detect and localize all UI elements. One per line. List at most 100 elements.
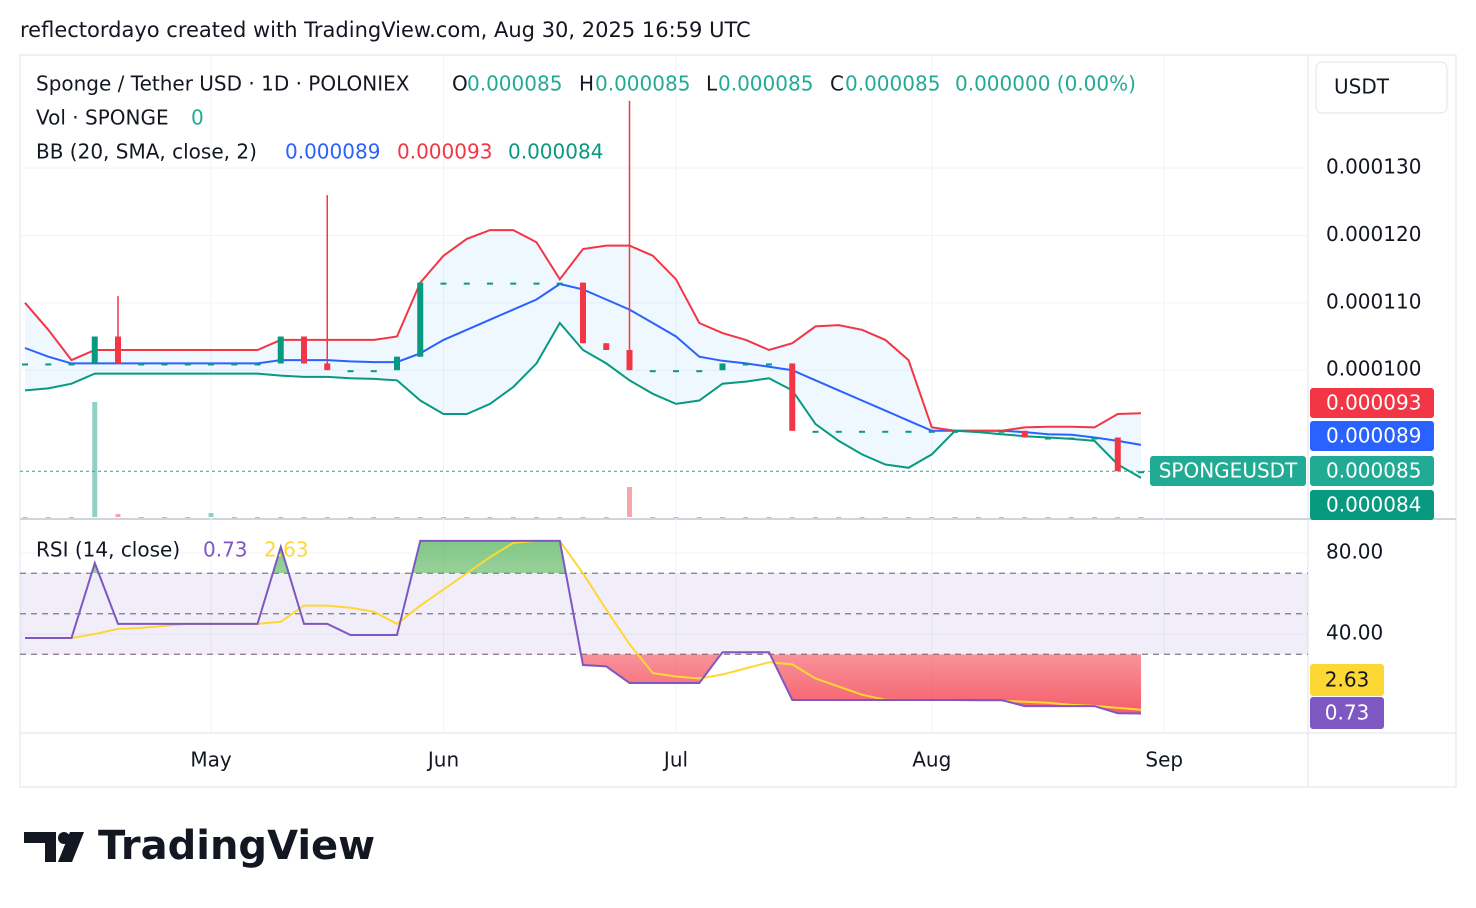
symbol-badge xyxy=(1150,456,1306,486)
candle-body xyxy=(347,370,354,373)
price-badge xyxy=(1310,388,1434,418)
volume-bar xyxy=(720,517,725,518)
rsi-badge-label: 0.73 xyxy=(1325,701,1370,725)
currency-box[interactable] xyxy=(1315,61,1448,114)
price-badge-label: 0.000084 xyxy=(1326,493,1421,517)
legend-bb-label: BB (20, SMA, close, 2) xyxy=(36,140,257,164)
volume-bar xyxy=(882,517,888,518)
candle-body xyxy=(1114,437,1121,472)
volume-bar xyxy=(487,517,493,518)
candle-body xyxy=(208,363,214,366)
candle-body xyxy=(161,363,168,366)
volume-bar xyxy=(371,517,377,518)
volume-bar xyxy=(162,517,167,518)
candle-body xyxy=(1091,437,1098,440)
x-tick-label: Aug xyxy=(912,748,951,772)
volume-bar xyxy=(1138,517,1144,518)
currency: USDT xyxy=(1334,75,1390,99)
legend-bb-lower: 0.000084 xyxy=(508,140,603,164)
legend-volume-label: Vol · SPONGE xyxy=(36,106,169,130)
candle-body xyxy=(301,336,307,364)
volume-bar xyxy=(603,517,609,518)
volume-bar xyxy=(975,517,981,518)
volume-bar xyxy=(906,517,911,518)
y-tick-label: 80.00 xyxy=(1326,540,1383,564)
volume-bar xyxy=(185,517,191,518)
volume-bar xyxy=(534,517,539,518)
volume-bar xyxy=(45,517,51,518)
candle-body xyxy=(673,370,679,373)
logo xyxy=(24,832,84,862)
y-tick-label: 0.000110 xyxy=(1326,289,1421,313)
volume-bar xyxy=(138,517,144,518)
rsi-line xyxy=(25,539,1142,715)
legend-close: 0.000085 xyxy=(845,72,940,96)
legend-high-label: H xyxy=(579,72,594,96)
candle-body xyxy=(1021,430,1028,438)
price-badge-label: 0.000089 xyxy=(1326,424,1421,448)
volume-bar xyxy=(278,517,284,518)
volume-bar xyxy=(1022,517,1028,518)
plot: May Jun Jul Aug Sep 0.000130 0.000120 0.000110 0… xyxy=(20,55,1434,772)
legend: Sponge / Tether USD · 1D · POLONIEX O 0.00… xyxy=(36,72,1136,562)
candle-body xyxy=(231,363,238,366)
candle-body xyxy=(277,336,284,364)
legend-rsi: 0.73 xyxy=(203,538,248,562)
candle-body xyxy=(603,343,610,350)
legend-symbol: Sponge / Tether USD · 1D · POLONIEX xyxy=(36,72,410,96)
x-tick-label: Jun xyxy=(426,748,459,772)
legend-close-label: C xyxy=(830,72,844,96)
candle-body xyxy=(1045,437,1051,440)
volume-bar xyxy=(417,517,423,518)
price-badge-label: 0.000085 xyxy=(1326,459,1421,483)
candle-body xyxy=(1138,471,1144,474)
volume-bar xyxy=(301,517,307,518)
candle-body xyxy=(370,370,377,373)
legend-low-label: L xyxy=(706,72,718,96)
candle-body xyxy=(626,349,633,371)
legend-bb-basis: 0.000089 xyxy=(285,140,380,164)
volume-bar xyxy=(557,517,563,518)
bb-fill xyxy=(25,230,1141,478)
volume-bar xyxy=(929,517,935,518)
candle-body xyxy=(975,430,982,433)
candle-body xyxy=(928,430,935,433)
legend-open: 0.000085 xyxy=(467,72,562,96)
legend-low: 0.000085 xyxy=(718,72,813,96)
brand: TradingView xyxy=(98,823,375,869)
y-tick-label: 0.000130 xyxy=(1326,155,1421,179)
candle-body xyxy=(324,363,331,371)
candle-body xyxy=(440,282,447,285)
candle-body xyxy=(254,363,261,366)
y-tick-label: 0.000100 xyxy=(1326,357,1421,381)
volume-bar xyxy=(231,517,237,518)
candle-body xyxy=(742,363,749,366)
x-tick-label: Sep xyxy=(1145,748,1183,772)
candle-body xyxy=(487,282,493,285)
volume-bar xyxy=(324,517,330,518)
candle-body xyxy=(417,282,424,357)
logo-mark xyxy=(24,832,56,862)
volume-bar xyxy=(789,517,795,518)
candle-body xyxy=(766,363,772,366)
candle-body xyxy=(580,282,586,344)
candle-body xyxy=(556,282,563,285)
candle-body xyxy=(696,370,703,373)
candle-body xyxy=(184,363,191,366)
candle-body xyxy=(998,430,1005,433)
legend-high: 0.000085 xyxy=(595,72,690,96)
candle-body xyxy=(812,430,819,433)
legend-bb-upper: 0.000093 xyxy=(397,140,492,164)
volume-bar xyxy=(1115,517,1121,518)
volume-bar xyxy=(1092,517,1097,518)
price-badge xyxy=(1310,421,1434,451)
candle-body xyxy=(115,336,121,364)
volume-bar xyxy=(650,517,656,518)
volume-bar xyxy=(1068,517,1074,518)
candle-body xyxy=(789,363,796,431)
legend-open-label: O xyxy=(452,72,468,96)
candle-body xyxy=(952,430,958,433)
candle-body xyxy=(68,363,75,366)
y-tick-label: 40.00 xyxy=(1326,620,1383,644)
